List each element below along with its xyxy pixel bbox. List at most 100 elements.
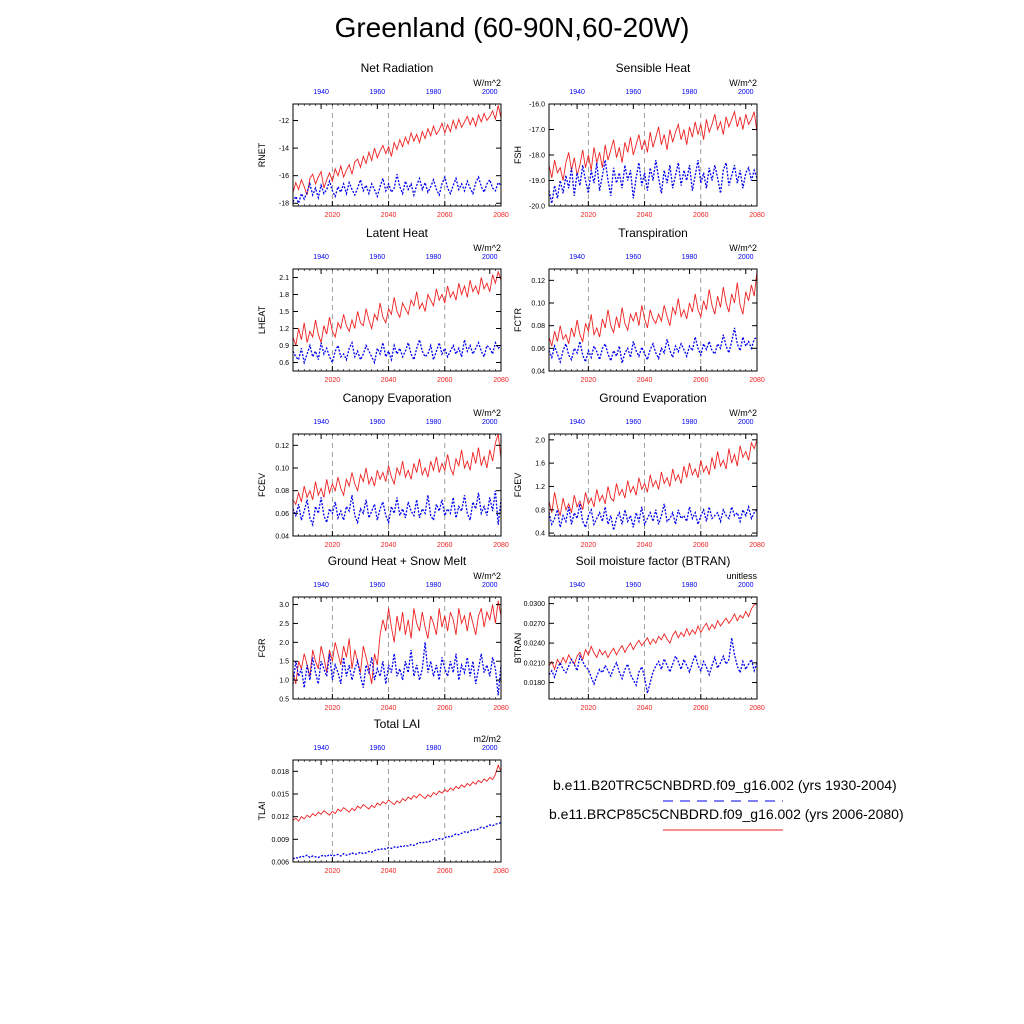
panel-title: Soil moisture factor (BTRAN) [576,554,731,568]
x-tick-label-top: 1940 [569,89,585,96]
x-tick-label-bottom: 2080 [493,377,509,384]
x-tick-label-bottom: 2060 [437,377,453,384]
y-axis-label: LHEAT [257,305,267,334]
plot-frame [548,596,758,700]
panel-5: Canopy Evaporation W/m^2 FCEV 0.04 0.06 0.08 0… [257,391,509,549]
series-line-historical [292,822,502,860]
plot-frame [292,103,502,207]
y-tick-label: 2.1 [279,275,289,282]
series-line-future [292,433,502,506]
x-tick-label-top: 1940 [313,745,329,752]
x-tick-label-bottom: 2040 [637,542,653,549]
panel-title: Transpiration [618,226,688,240]
y-tick-label: -17.0 [529,127,545,134]
x-tick-label-top: 2000 [738,582,754,589]
figure-title: Greenland (60-90N,60-20W) [334,12,690,43]
y-tick-label: 1.6 [535,461,545,468]
y-tick-label: 0.0240 [524,641,546,648]
y-tick-label: -20.0 [529,204,545,211]
panel-title: Net Radiation [361,61,434,75]
x-tick-label-bottom: 2040 [381,868,397,875]
panel-8: Soil moisture factor (BTRAN) unitless BTRA… [513,554,765,712]
x-tick-label-bottom: 2040 [637,212,653,219]
y-tick-label: 0.06 [275,511,289,518]
x-tick-label-bottom: 2080 [749,377,765,384]
x-tick-label-bottom: 2020 [325,542,341,549]
series-line-future [548,110,758,181]
x-tick-label-bottom: 2080 [749,705,765,712]
x-tick-label-bottom: 2020 [581,212,597,219]
x-tick-label-bottom: 2020 [581,377,597,384]
x-tick-label-bottom: 2020 [325,377,341,384]
x-tick-label-bottom: 2080 [749,542,765,549]
x-tick-label-top: 1960 [626,419,642,426]
y-tick-label: 2.5 [279,621,289,628]
plot-frame [292,596,502,700]
y-tick-label: 0.10 [275,466,289,473]
y-tick-label: 2.0 [279,640,289,647]
y-axis-label: FCTR [513,308,523,332]
y-tick-label: 0.006 [271,860,289,867]
y-tick-label: 0.08 [531,323,545,330]
y-tick-label: 0.015 [271,792,289,799]
y-tick-label: 0.018 [271,769,289,776]
y-tick-label: -19.0 [529,178,545,185]
x-tick-label-bottom: 2040 [381,377,397,384]
x-tick-label-top: 2000 [482,745,498,752]
x-tick-label-top: 1980 [426,89,442,96]
panel-1: Net Radiation W/m^2 RNET -18 -16 -14 -12 2020 20… [257,61,509,219]
x-tick-label-top: 1940 [569,419,585,426]
series-line-future [292,270,502,346]
x-tick-label-top: 1960 [370,745,386,752]
x-tick-label-bottom: 2060 [437,542,453,549]
units-label: W/m^2 [473,571,501,581]
x-tick-label-top: 2000 [738,419,754,426]
y-tick-label: 1.5 [279,309,289,316]
panel-9: Total LAI m2/m2 TLAI 0.006 0.009 0.012 0.015 0.… [257,717,509,875]
series-line-future [548,603,758,671]
plot-frame [548,433,758,537]
y-axis-label: FSH [513,146,523,164]
panel-4: Transpiration W/m^2 FCTR 0.04 0.06 0.08 0.10 0.… [513,226,765,384]
x-tick-label-top: 1960 [626,89,642,96]
x-tick-label-top: 1960 [370,89,386,96]
x-tick-label-bottom: 2080 [493,705,509,712]
series-line-historical [548,159,758,204]
x-tick-label-bottom: 2080 [493,868,509,875]
x-tick-label-top: 2000 [482,89,498,96]
x-tick-label-bottom: 2020 [325,705,341,712]
y-tick-label: 0.06 [531,346,545,353]
y-tick-label: 0.04 [275,534,289,541]
y-tick-label: 0.0300 [524,601,546,608]
series-line-historical [292,174,502,206]
y-tick-label: 0.4 [535,531,545,538]
x-tick-label-bottom: 2040 [381,705,397,712]
x-tick-label-top: 1980 [426,419,442,426]
y-tick-label: 1.5 [279,659,289,666]
x-tick-label-bottom: 2020 [581,542,597,549]
y-tick-label: 0.12 [275,443,289,450]
x-tick-label-bottom: 2040 [381,212,397,219]
y-tick-label: 2.0 [535,437,545,444]
y-tick-label: 1.0 [279,678,289,685]
series-line-historical [548,503,758,531]
y-tick-label: -18 [279,201,289,208]
y-tick-label: 0.08 [275,488,289,495]
y-tick-label: 0.10 [531,301,545,308]
units-label: W/m^2 [473,408,501,418]
series-line-future [292,764,502,822]
x-tick-label-top: 1980 [426,254,442,261]
x-tick-label-top: 1980 [682,254,698,261]
x-tick-label-top: 1940 [313,89,329,96]
x-tick-label-bottom: 2060 [693,377,709,384]
panel-7: Ground Heat + Snow Melt W/m^2 FGR 0.5 1.0 1.5… [257,554,509,712]
legend-future-label: b.e11.BRCP85C5CNBDRD.f09_g16.002 (yrs 20… [549,806,904,822]
x-tick-label-bottom: 2060 [437,212,453,219]
plot-frame [292,759,502,863]
x-tick-label-top: 1960 [370,582,386,589]
y-tick-label: 0.6 [279,360,289,367]
y-axis-label: FCEV [257,473,267,497]
x-tick-label-bottom: 2060 [693,542,709,549]
